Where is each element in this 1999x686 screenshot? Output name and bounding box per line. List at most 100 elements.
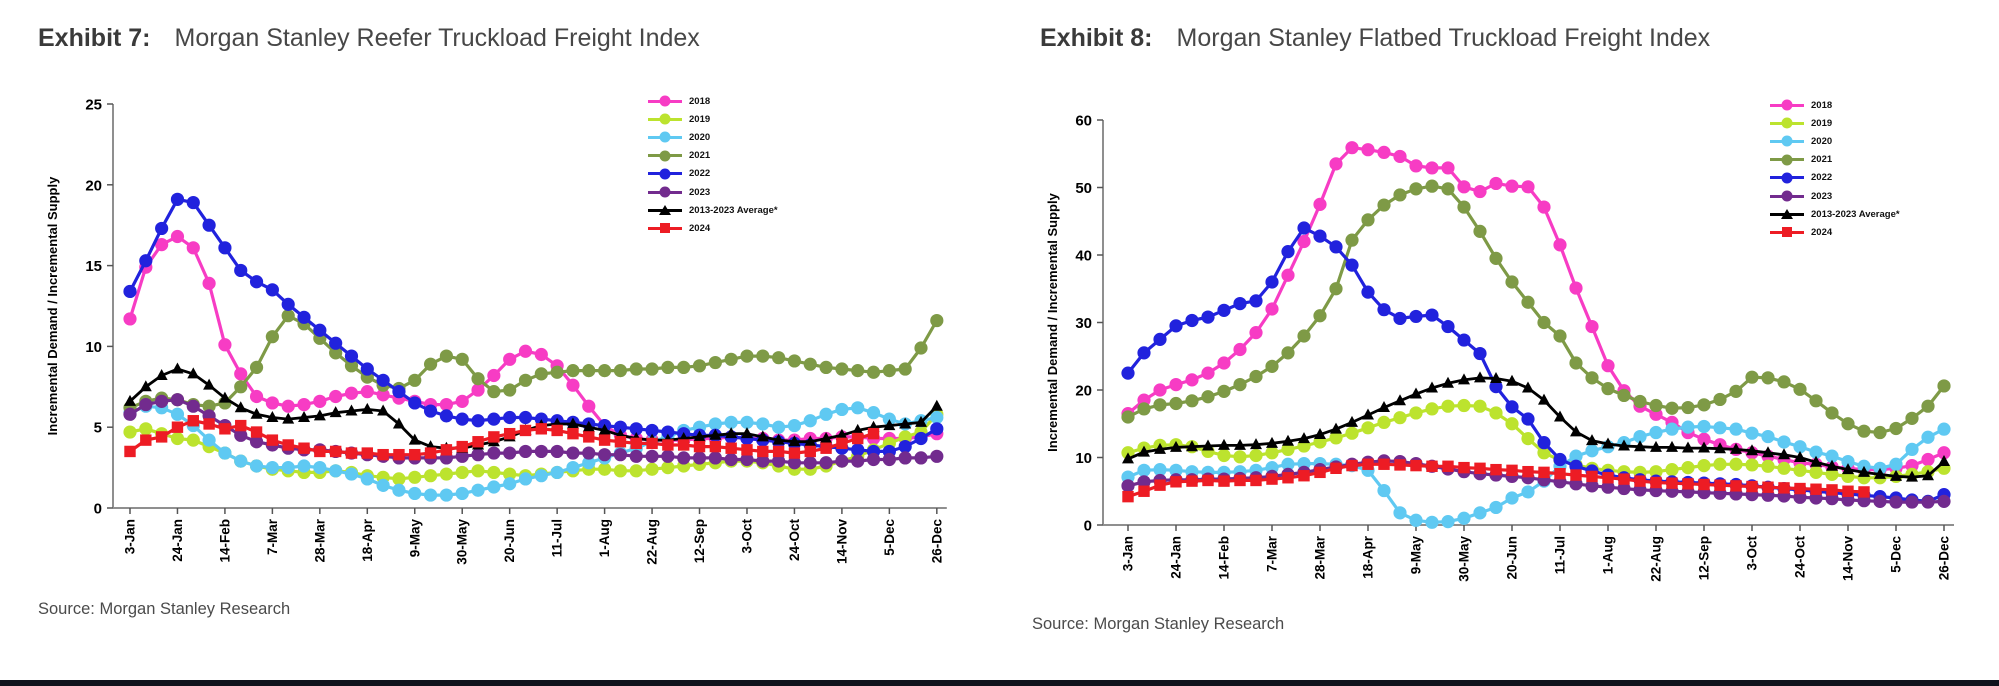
legend-label: 2018 (689, 95, 711, 107)
x-tick-label: 20-Jun (1505, 536, 1520, 580)
exhibit7-label: Exhibit 7: (38, 24, 151, 52)
x-tick-label: 28-Mar (1313, 535, 1328, 579)
x-tick-label: 1-Aug (1601, 536, 1616, 574)
x-tick-label: 30-May (1457, 536, 1472, 582)
legend-item-2020: 2020 (648, 128, 778, 146)
legend-item-2024: 2024 (648, 219, 778, 237)
legend-square-marker-icon (1782, 227, 1792, 238)
exhibit8-chart-title: Morgan Stanley Flatbed Truckload Freight… (1176, 24, 1711, 52)
series-2024 (1122, 458, 1870, 503)
y-tick-label: 30 (1075, 315, 1092, 332)
flatbed-freight-index-chart: 0 10 20 30 40 50 60 3-Jan 24-Jan 14-Feb 7-Mar 28-Ma… (1045, 113, 1954, 582)
x-tick-label: 18-Apr (360, 518, 375, 562)
x-tick-label: 14-Nov (1841, 536, 1856, 582)
x-tick-label: 11-Jul (550, 519, 565, 557)
exhibit8-title-row: Exhibit 8: Morgan Stanley Flatbed Trucklo… (1040, 24, 1710, 53)
x-tick-label: 28-Mar (312, 518, 327, 562)
legend-circle-marker-icon (1781, 135, 1793, 147)
y-axis-title: Incremental Demand / Incremental Supply (45, 176, 60, 435)
series-2021 (123, 309, 944, 415)
legend-circle-marker-icon (659, 186, 671, 198)
x-tick-label: 24-Oct (787, 519, 802, 562)
y-tick-label: 0 (1084, 518, 1092, 535)
legend-line (1770, 99, 1804, 111)
x-tick-label: 14-Feb (1217, 536, 1232, 580)
reefer-source-note: Source: Morgan Stanley Research (38, 600, 291, 618)
x-tick-label: 24-Oct (1793, 536, 1808, 579)
x-tick-label: 20-Jun (502, 519, 517, 563)
legend-line (1770, 209, 1804, 220)
legend-square-marker-icon (660, 223, 670, 234)
legend-item-2020: 2020 (1770, 132, 1900, 150)
x-tick-label: 22-Aug (645, 519, 660, 565)
reefer-chart-legend: 2018 2019 2020 2021 2022 2023 2013-2023 Averag… (648, 92, 778, 238)
legend-item-2021: 2021 (1770, 151, 1900, 169)
legend-label: 2023 (1811, 190, 1833, 202)
x-tick-label: 26-Dec (1937, 536, 1952, 581)
legend-circle-marker-icon (659, 131, 671, 143)
legend-line (648, 186, 682, 198)
legend-label: 2024 (1811, 226, 1833, 238)
bottom-divider-bar (0, 680, 1999, 686)
series-2021 (1121, 179, 1951, 440)
flatbed-chart-legend: 2018 2019 2020 2021 2022 2023 2013-2023 Averag… (1770, 96, 1900, 242)
legend-label: 2013-2023 Average* (1811, 208, 1900, 220)
axes: 0 5 10 15 20 25 3-Jan 24-Jan 14-Feb 7-Mar 28-Mar 18… (45, 97, 947, 565)
series-2024 (124, 415, 880, 461)
legend-triangle-marker-icon (1781, 209, 1793, 220)
reefer-freight-index-chart: 0 5 10 15 20 25 3-Jan 24-Jan 14-Feb 7-Mar 28-Mar 18… (45, 97, 947, 565)
legend-line (648, 150, 682, 162)
legend-item-2022: 2022 (648, 165, 778, 183)
legend-item-2018: 2018 (648, 92, 778, 110)
legend-item-2013-2023-average-: 2013-2023 Average* (648, 201, 778, 219)
legend-circle-marker-icon (659, 95, 671, 107)
x-tick-label: 24-Jan (1169, 536, 1184, 579)
legend-item-2019: 2019 (1770, 114, 1900, 132)
legend-line (648, 205, 682, 216)
y-tick-label: 0 (94, 501, 102, 518)
legend-label: 2020 (689, 131, 711, 143)
y-tick-label: 50 (1075, 180, 1092, 197)
x-tick-label: 26-Dec (929, 519, 944, 564)
legend-line (648, 113, 682, 125)
legend-label: 2024 (689, 222, 711, 234)
legend-circle-marker-icon (659, 150, 671, 162)
legend-label: 2023 (689, 186, 711, 198)
x-tick-label: 3-Jan (123, 519, 138, 554)
legend-item-2023: 2023 (1770, 187, 1900, 205)
x-tick-label: 9-May (407, 519, 422, 558)
x-tick-label: 14-Feb (217, 519, 232, 563)
legend-label: 2019 (1811, 117, 1833, 129)
x-tick-label: 5-Dec (882, 519, 897, 556)
y-tick-label: 15 (85, 258, 102, 275)
legend-circle-marker-icon (1781, 190, 1793, 202)
x-tick-label: 1-Aug (597, 519, 612, 557)
legend-item-2024: 2024 (1770, 223, 1900, 241)
x-tick-label: 3-Jan (1121, 536, 1136, 571)
legend-item-2013-2023-average-: 2013-2023 Average* (1770, 205, 1900, 223)
y-tick-label: 10 (85, 339, 102, 356)
legend-label: 2019 (689, 113, 711, 125)
exhibit7-title-row: Exhibit 7: Morgan Stanley Reefer Truckloa… (38, 24, 700, 53)
legend-item-2019: 2019 (648, 110, 778, 128)
x-tick-label: 30-May (455, 519, 470, 565)
exhibit8-label: Exhibit 8: (1040, 24, 1153, 52)
legend-label: 2018 (1811, 99, 1833, 111)
legend-item-2021: 2021 (648, 147, 778, 165)
y-tick-label: 25 (85, 97, 102, 114)
legend-triangle-marker-icon (659, 205, 671, 216)
legend-circle-marker-icon (659, 168, 671, 180)
y-tick-label: 10 (1075, 450, 1092, 467)
y-tick-label: 40 (1075, 248, 1092, 265)
y-tick-label: 5 (94, 420, 102, 437)
x-tick-label: 3-Oct (1745, 536, 1760, 571)
legend-line (648, 168, 682, 180)
x-tick-label: 3-Oct (739, 519, 754, 554)
x-tick-label: 12-Sep (692, 519, 707, 563)
axes: 0 10 20 30 40 50 60 3-Jan 24-Jan 14-Feb 7-Mar 28-Ma… (1045, 113, 1954, 582)
y-tick-label: 20 (1075, 383, 1092, 400)
legend-item-2022: 2022 (1770, 169, 1900, 187)
x-tick-label: 9-May (1409, 536, 1424, 575)
y-axis-title: Incremental Demand / Incremental Supply (1045, 192, 1060, 451)
